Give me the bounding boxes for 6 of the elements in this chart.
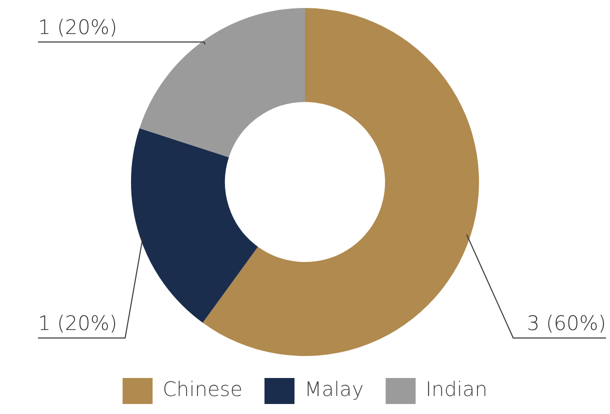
data-label: 1 (20%) bbox=[38, 311, 118, 336]
legend-label: Indian bbox=[426, 377, 488, 402]
legend-label: Malay bbox=[304, 377, 364, 402]
data-label: 1 (20%) bbox=[38, 15, 118, 40]
legend-label: Chinese bbox=[162, 377, 242, 402]
data-label: 3 (60%) bbox=[526, 311, 606, 336]
